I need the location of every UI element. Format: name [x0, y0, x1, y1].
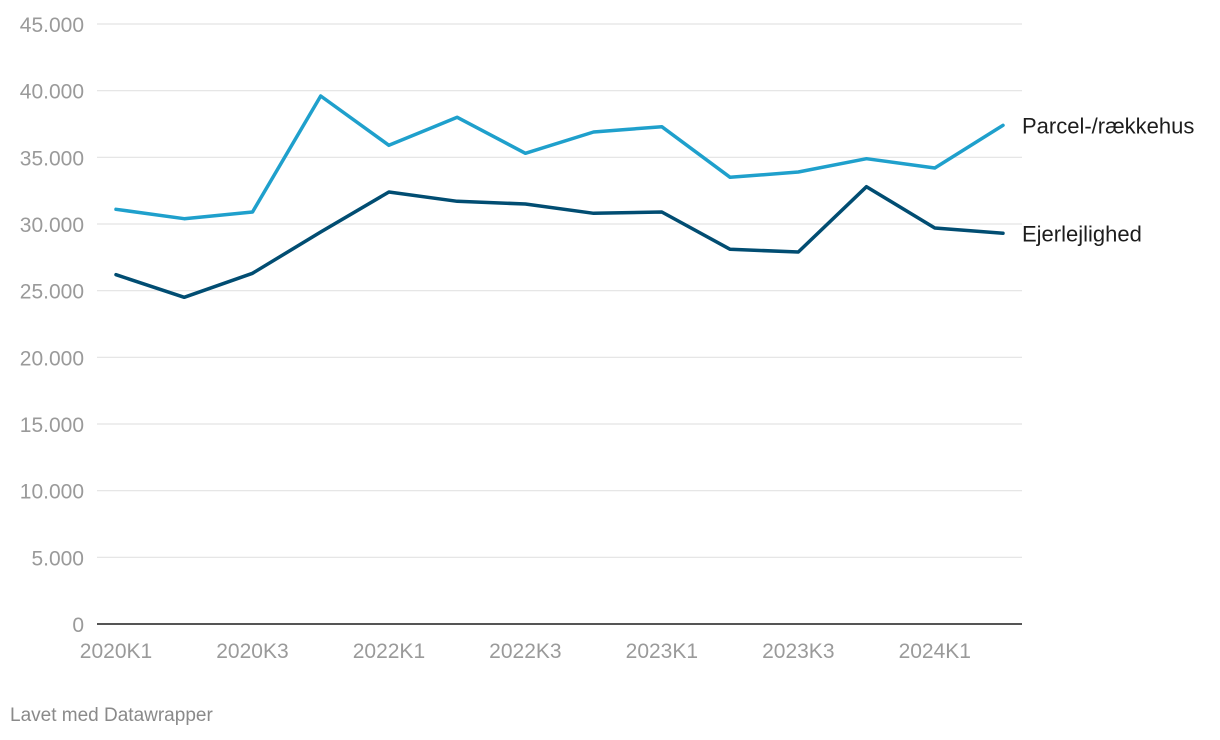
- y-tick-label: 40.000: [20, 81, 84, 104]
- x-tick-label: 2022K3: [489, 640, 561, 663]
- y-tick-label: 25.000: [20, 281, 84, 304]
- series-lines: [114, 94, 1005, 300]
- y-tick-label: 35.000: [20, 147, 84, 170]
- series-line-1: [114, 184, 1005, 300]
- y-tick-label: 30.000: [20, 214, 84, 237]
- x-axis-ticks: 2020K1 2020K3 2022K1 2022K3 2023K1 2023K3 2024…: [80, 640, 971, 663]
- series-label-1: Ejerlejlighed: [1022, 221, 1142, 246]
- y-tick-label: 20.000: [20, 347, 84, 370]
- y-tick-label: 5.000: [31, 547, 84, 570]
- x-tick-label: 2023K3: [762, 640, 834, 663]
- y-tick-label: 45.000: [20, 14, 84, 37]
- x-tick-label: 2020K1: [80, 640, 152, 663]
- datawrapper-credit: Lavet med Datawrapper: [10, 705, 213, 726]
- x-tick-label: 2024K1: [899, 640, 971, 663]
- x-tick-label: 2023K1: [626, 640, 698, 663]
- y-axis-ticks: 0 5.000 10.000 15.000 20.000 25.000 30.000 35.0…: [20, 14, 84, 637]
- y-tick-label: 15.000: [20, 414, 84, 437]
- y-tick-label: 0: [72, 614, 84, 637]
- grid-lines: [97, 23, 1022, 625]
- series-line-0: [114, 94, 1005, 221]
- x-tick-label: 2022K1: [353, 640, 425, 663]
- x-tick-label: 2020K3: [216, 640, 288, 663]
- series-label-0: Parcel-/rækkehus: [1022, 113, 1194, 138]
- y-tick-label: 10.000: [20, 481, 84, 504]
- series-labels: Parcel-/rækkehus Ejerlejlighed: [1022, 113, 1194, 246]
